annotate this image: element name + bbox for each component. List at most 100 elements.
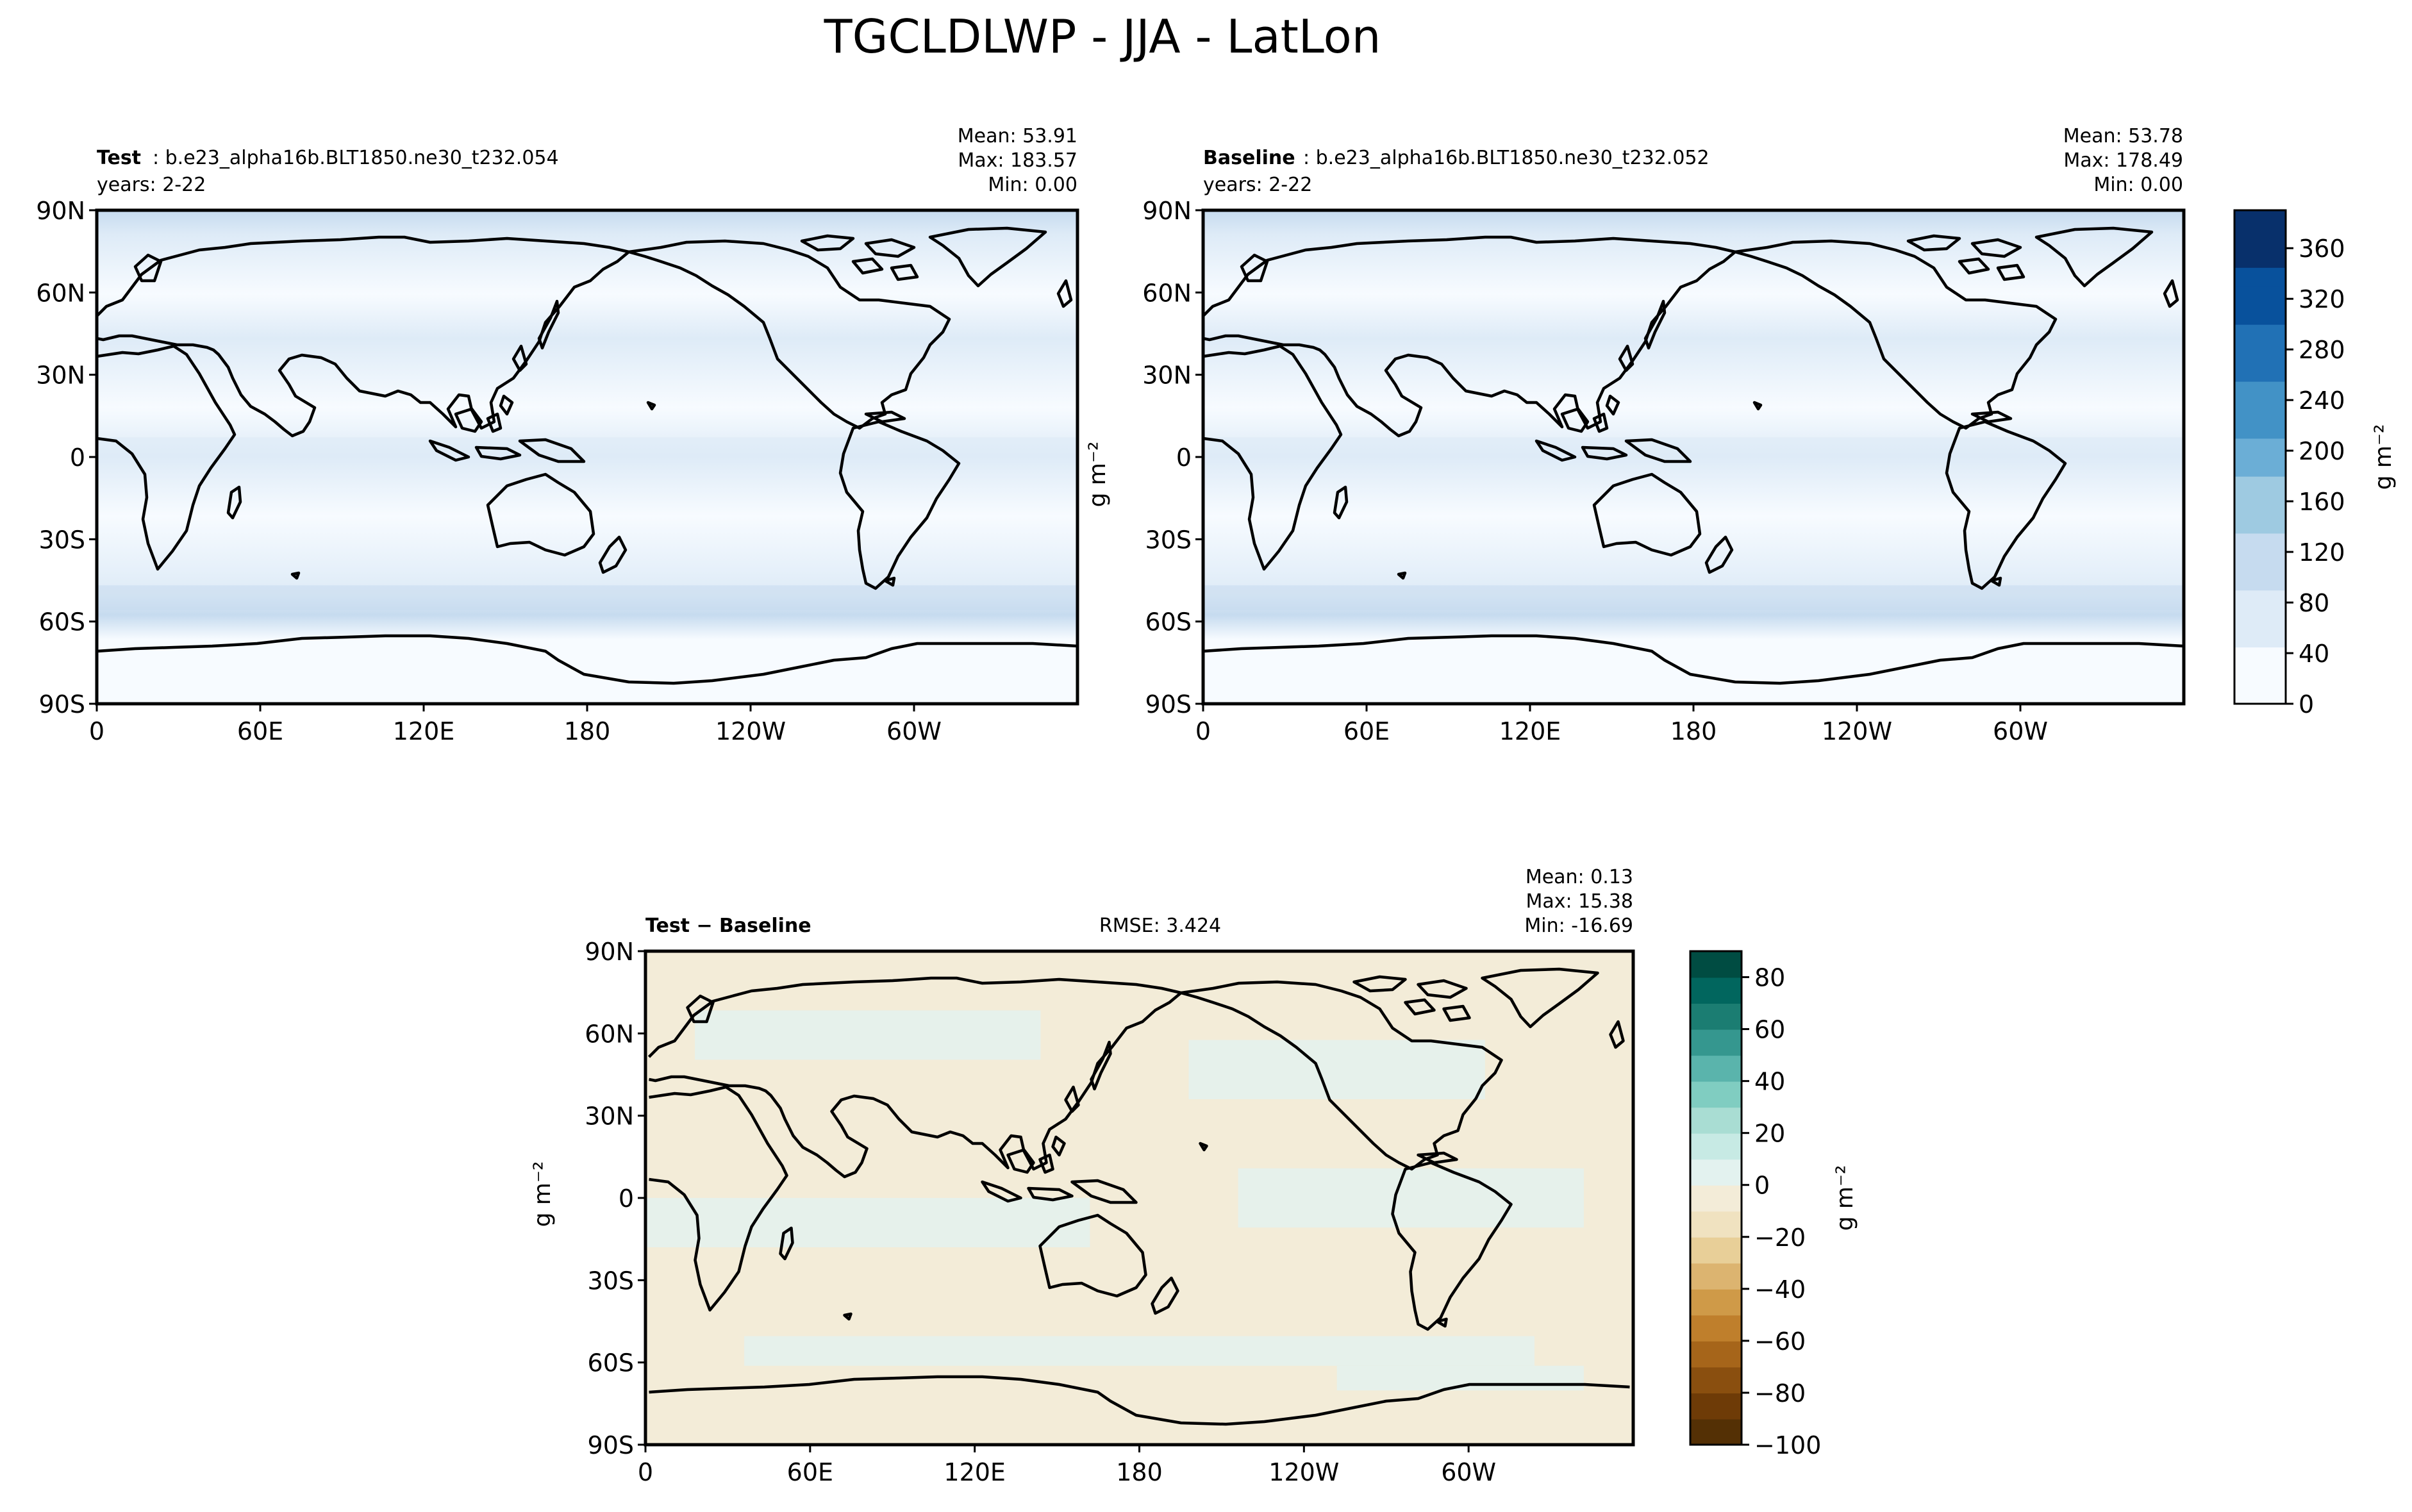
y-tick-label: 0 bbox=[1176, 444, 1192, 472]
x-tick-label: 60W bbox=[1441, 1458, 1496, 1486]
colorbar-tick-label: 0 bbox=[2299, 690, 2314, 719]
colorbar-segment bbox=[1690, 1055, 1742, 1082]
colorbar-segment bbox=[1690, 1211, 1742, 1238]
x-tick-label: 120W bbox=[1822, 717, 1892, 745]
colorbar-segment bbox=[2234, 533, 2286, 553]
colorbar-segment bbox=[1690, 1133, 1742, 1160]
x-tick-label: 120E bbox=[944, 1458, 1006, 1486]
test-label: Test bbox=[97, 147, 141, 169]
colorbar-segment bbox=[1690, 1392, 1742, 1420]
diff-label: Test − Baseline bbox=[645, 915, 811, 937]
colorbar-tick-label: −20 bbox=[1754, 1224, 1806, 1252]
diff-map: 0 60E 120E 180 120W 60W 90N 60N 30N 0 30S 60S 90S bbox=[585, 938, 1635, 1486]
colorbar-segment bbox=[2234, 267, 2286, 287]
x-tick-label: 180 bbox=[564, 717, 611, 745]
test-mean: Mean: 53.91 bbox=[958, 125, 1077, 147]
colorbar-segment bbox=[1690, 1184, 1742, 1212]
baseline-years: years: 2-22 bbox=[1203, 174, 1312, 196]
colorbar-segment bbox=[2234, 400, 2286, 420]
x-tick-label: 120E bbox=[1499, 717, 1561, 745]
diff-anomaly-patch bbox=[645, 1198, 1090, 1247]
x-tick-label: 120W bbox=[1268, 1458, 1339, 1486]
colorbar-segment bbox=[2234, 419, 2286, 439]
colorbar-segment bbox=[1690, 1288, 1742, 1316]
x-tick-label: 0 bbox=[89, 717, 104, 745]
colorbar-segment bbox=[2234, 513, 2286, 534]
x-tick-label: 120W bbox=[715, 717, 786, 745]
colorbar-segment bbox=[2234, 495, 2286, 515]
colorbar-tick-label: 80 bbox=[2299, 589, 2329, 617]
y-tick-label: 90S bbox=[39, 690, 85, 719]
colorbar-segment bbox=[2234, 627, 2286, 648]
y-tick-label: 90S bbox=[588, 1431, 634, 1459]
figure-title: TGCLDLWP - JJA - LatLon bbox=[824, 10, 1381, 63]
y-tick-label: 60N bbox=[585, 1020, 634, 1048]
baseline-case-name: : b.e23_alpha16b.BLT1850.ne30_t232.052 bbox=[1303, 147, 1709, 169]
colorbar-segment bbox=[1690, 1029, 1742, 1056]
colorbar-segment bbox=[1690, 1263, 1742, 1290]
colorbar-segment bbox=[2234, 248, 2286, 268]
x-tick-label: 180 bbox=[1116, 1458, 1163, 1486]
colorbar-segment bbox=[2234, 305, 2286, 325]
colorbar-segment bbox=[2234, 229, 2286, 249]
baseline-map: 0 60E 120E 180 120W 60W 90N 60N 30N 0 30S 60S 90S bbox=[1142, 197, 2186, 745]
y-tick-label: 90N bbox=[36, 197, 85, 225]
colorbar-tick-label: 60 bbox=[1754, 1016, 1785, 1044]
y-tick-label: 30S bbox=[39, 526, 85, 554]
colorbar-tick-label: 120 bbox=[2299, 538, 2345, 567]
x-tick-label: 60W bbox=[1993, 717, 2048, 745]
y-tick-label: 60S bbox=[1145, 608, 1192, 636]
colorbar-tick-label: 280 bbox=[2299, 336, 2345, 364]
diff-ylabel: g m⁻² bbox=[529, 1161, 556, 1227]
colorbar-label: g m⁻² bbox=[1832, 1165, 1858, 1231]
colorbar-tick-label: 240 bbox=[2299, 386, 2345, 415]
x-tick-label: 120E bbox=[393, 717, 455, 745]
colorbar-segment bbox=[1690, 1159, 1742, 1186]
colorbar-segment bbox=[2234, 608, 2286, 629]
diff-anomaly-patch bbox=[1238, 1168, 1584, 1228]
colorbar-segment bbox=[2234, 343, 2286, 363]
x-tick-label: 0 bbox=[638, 1458, 653, 1486]
x-tick-label: 60E bbox=[237, 717, 283, 745]
baseline-max: Max: 178.49 bbox=[2063, 149, 2183, 172]
colorbar-segment bbox=[1690, 977, 1742, 1004]
colorbar-segment bbox=[2234, 381, 2286, 401]
colorbar-tick-label: −80 bbox=[1754, 1379, 1806, 1408]
diff-anomaly-patch bbox=[744, 1336, 1535, 1366]
y-tick-label: 60N bbox=[1142, 279, 1192, 307]
x-tick-label: 0 bbox=[1195, 717, 1211, 745]
baseline-label: Baseline bbox=[1203, 147, 1295, 169]
y-tick-label: 60S bbox=[588, 1349, 634, 1377]
baseline-mean: Mean: 53.78 bbox=[2063, 125, 2183, 147]
y-tick-label: 60N bbox=[36, 279, 85, 307]
colorbar-segment bbox=[2234, 324, 2286, 344]
colorbar-tick-label: 200 bbox=[2299, 437, 2345, 465]
itcz-band bbox=[97, 437, 1077, 457]
test-case-name: : b.e23_alpha16b.BLT1850.ne30_t232.054 bbox=[153, 147, 559, 169]
x-tick-label: 60E bbox=[1343, 717, 1390, 745]
colorbar-tick-label: 80 bbox=[1754, 964, 1785, 992]
diff-anomaly-patch bbox=[695, 1010, 1041, 1060]
colorbar-segment bbox=[1690, 1081, 1742, 1108]
colorbar-segment bbox=[2234, 457, 2286, 477]
itcz-band bbox=[1203, 437, 2184, 457]
colorbar-segment bbox=[2234, 570, 2286, 591]
y-tick-label: 90S bbox=[1145, 690, 1192, 719]
colorbar-segment bbox=[2234, 685, 2286, 704]
colorbar-segment bbox=[2234, 552, 2286, 572]
y-tick-label: 90N bbox=[1142, 197, 1192, 225]
colorbar-segment bbox=[2234, 476, 2286, 496]
colorbar-segment bbox=[1690, 951, 1742, 978]
y-tick-label: 0 bbox=[70, 444, 85, 472]
colorbar-tick-label: 320 bbox=[2299, 285, 2345, 313]
y-tick-label: 90N bbox=[585, 938, 634, 966]
colorbar-tick-label: 40 bbox=[1754, 1068, 1785, 1096]
diff-anomaly-patch bbox=[1188, 1040, 1485, 1099]
y-tick-label: 0 bbox=[619, 1184, 634, 1213]
y-tick-label: 30N bbox=[1142, 361, 1192, 390]
colorbar-tick-label: 160 bbox=[2299, 488, 2345, 516]
test-years: years: 2-22 bbox=[97, 174, 206, 196]
southern-storm-track bbox=[1203, 585, 2184, 610]
colorbar-segment bbox=[2234, 361, 2286, 382]
